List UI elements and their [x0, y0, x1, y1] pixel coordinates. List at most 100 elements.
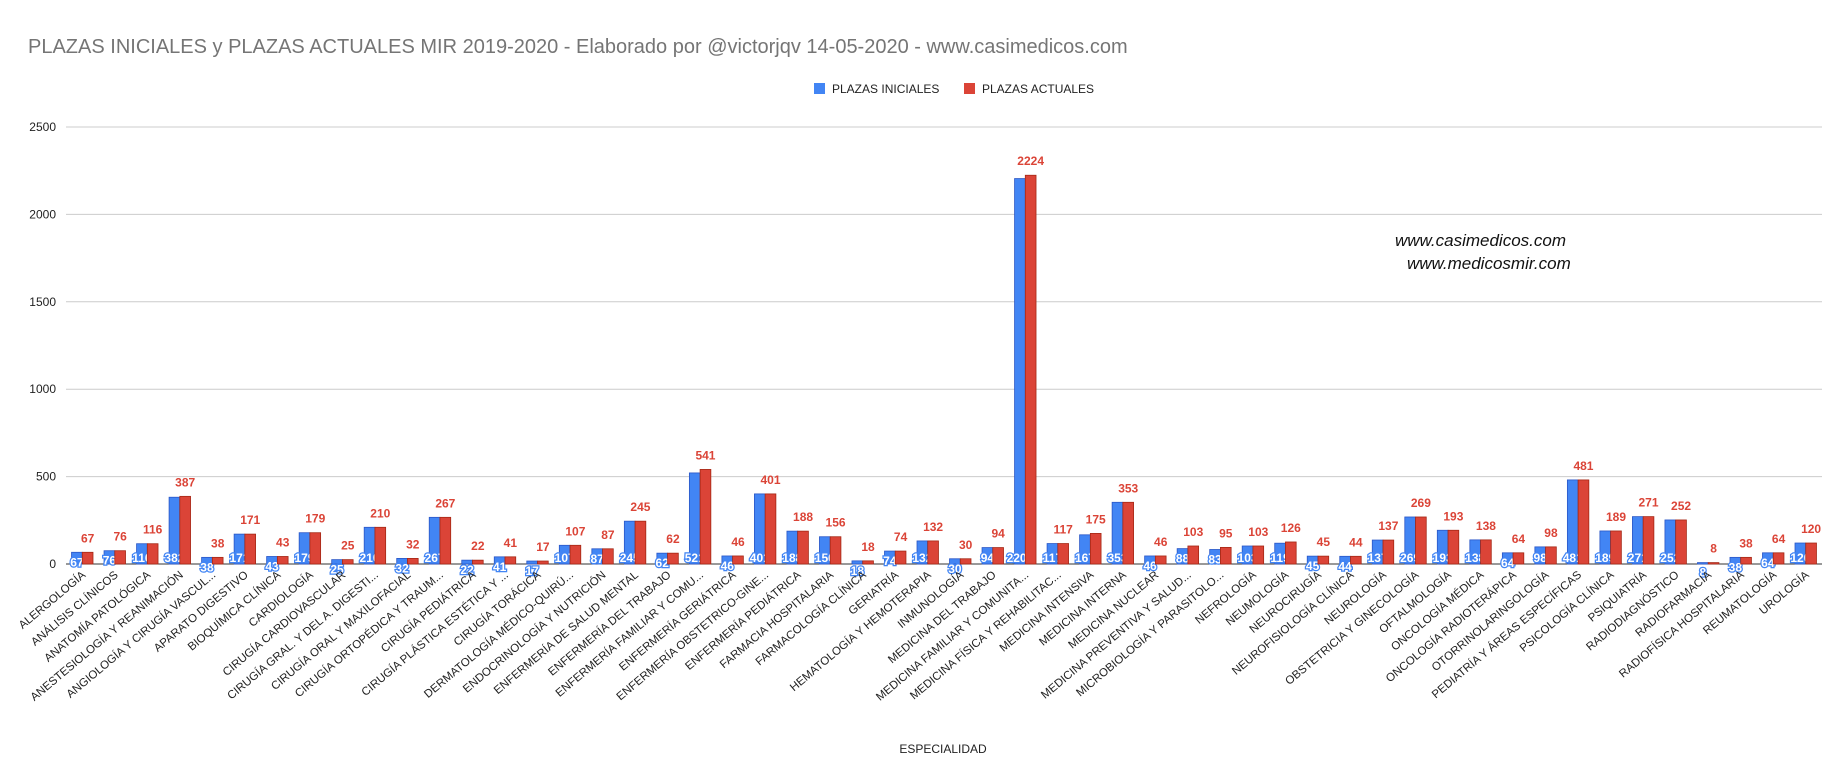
value-label: 2224	[1017, 154, 1044, 168]
value-label: 179	[305, 512, 325, 526]
value-label: 22	[460, 563, 474, 577]
bar	[114, 550, 126, 565]
bar	[764, 493, 777, 565]
bar	[1220, 546, 1232, 565]
value-label: 30	[948, 562, 962, 576]
bar	[1642, 516, 1655, 565]
value-label: 46	[1154, 535, 1168, 549]
bar	[829, 536, 842, 565]
value-label: 387	[175, 475, 195, 489]
value-label: 64	[1772, 532, 1786, 546]
value-label: 41	[493, 560, 507, 574]
bar	[1447, 529, 1460, 565]
bar	[244, 533, 256, 565]
value-label: 8	[1710, 542, 1717, 556]
bar	[569, 544, 582, 565]
bar	[1317, 555, 1330, 565]
bar	[1252, 545, 1265, 565]
y-tick-label: 1500	[29, 295, 56, 309]
bar	[797, 530, 809, 565]
bar	[667, 552, 679, 565]
value-label: 38	[1739, 536, 1753, 550]
bar	[1480, 539, 1492, 565]
value-label: 38	[200, 560, 214, 574]
bar	[992, 547, 1004, 565]
bar	[1707, 562, 1720, 565]
value-label: 44	[1349, 535, 1363, 549]
value-label: 267	[435, 496, 455, 510]
value-label: 193	[1443, 509, 1463, 523]
bar	[276, 556, 289, 565]
bar	[1014, 178, 1026, 565]
value-label: 8	[1699, 566, 1706, 580]
value-label: 43	[276, 535, 290, 549]
value-label: 117	[1054, 523, 1074, 537]
value-label: 107	[565, 524, 585, 538]
bar	[146, 543, 159, 565]
x-tick-label: MEDICINA PREVENTIVA Y SALUD...	[1039, 569, 1194, 701]
y-tick-label: 1000	[29, 382, 56, 396]
bar	[1805, 542, 1817, 565]
value-label: 45	[1306, 559, 1320, 573]
value-label: 17	[536, 540, 550, 554]
value-label: 32	[395, 561, 409, 575]
value-label: 38	[1729, 560, 1743, 574]
bar	[1089, 533, 1102, 565]
value-label: 17	[525, 564, 539, 578]
value-label: 62	[656, 556, 670, 570]
value-label: 94	[981, 551, 995, 565]
value-label: 46	[1143, 559, 1157, 573]
value-label: 67	[70, 555, 84, 569]
bar	[1024, 174, 1037, 565]
legend-label: PLAZAS ACTUALES	[982, 82, 1094, 96]
bar	[1675, 519, 1687, 565]
bar	[439, 516, 452, 565]
bar	[407, 558, 419, 565]
value-label: 25	[330, 563, 344, 577]
value-label: 271	[1638, 496, 1658, 510]
bar	[309, 532, 322, 565]
bar	[1740, 556, 1752, 565]
bar	[894, 550, 907, 565]
value-label: 269	[1411, 496, 1431, 510]
value-label: 18	[851, 564, 865, 578]
bar	[959, 558, 972, 565]
value-label: 137	[1378, 519, 1398, 533]
bar	[342, 559, 354, 565]
bar	[1382, 539, 1395, 565]
value-label: 188	[793, 510, 813, 524]
bar	[1610, 530, 1622, 565]
x-tick-label: ENFERMERÍA GERIÁTRICA	[617, 568, 739, 673]
value-label: 98	[1534, 551, 1548, 565]
value-label: 116	[143, 523, 163, 537]
value-label: 32	[406, 537, 420, 551]
x-axis-title: ESPECIALIDAD	[899, 742, 987, 756]
value-label: 46	[721, 559, 735, 573]
value-label: 95	[1219, 526, 1233, 540]
bar	[211, 556, 224, 565]
value-label: 22	[471, 539, 485, 553]
value-label: 74	[883, 554, 897, 568]
bar	[602, 548, 614, 565]
value-label: 245	[630, 500, 650, 514]
value-label: 87	[591, 552, 605, 566]
value-label: 98	[1544, 526, 1558, 540]
value-label: 353	[1118, 481, 1138, 495]
y-tick-label: 2500	[29, 120, 56, 134]
value-label: 401	[760, 473, 780, 487]
bar	[1697, 562, 1709, 565]
value-label: 126	[1281, 521, 1301, 535]
value-label: 41	[504, 536, 518, 550]
bar	[862, 560, 874, 565]
y-tick-label: 500	[36, 470, 56, 484]
value-label: 44	[1338, 559, 1352, 573]
value-label: 38	[211, 536, 225, 550]
value-label: 210	[370, 506, 390, 520]
bar	[634, 520, 647, 565]
y-tick-label: 0	[49, 557, 56, 571]
bar	[1545, 546, 1557, 565]
value-label: 45	[1317, 535, 1331, 549]
value-label: 481	[1573, 459, 1593, 473]
bar	[1285, 541, 1297, 565]
